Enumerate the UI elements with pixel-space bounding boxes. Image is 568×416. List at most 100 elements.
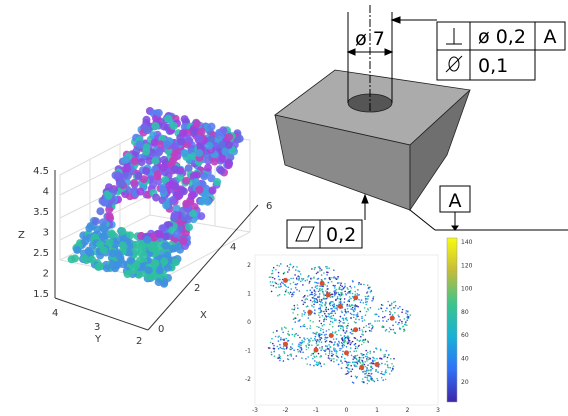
scatter-point [365,314,367,316]
scatter-point [295,284,297,286]
scatter-point [347,373,349,375]
scatter-point [306,363,308,365]
scatter-point [336,359,338,361]
scatter-point [405,324,407,326]
scatter-point [322,302,324,304]
scatter-point [284,294,286,296]
x-tick-label: 2 [194,283,200,294]
scatter-point [314,282,316,284]
cluster-center [329,333,334,338]
scatter-point [316,341,318,343]
scatter-point [311,278,313,280]
scatter-point [382,320,384,322]
scatter-point [376,348,378,350]
scatter-point [271,354,273,356]
tolerance: 0,1 [478,55,508,77]
scatter-point [281,348,283,350]
scatter-point [326,297,328,299]
scatter-point [366,311,368,313]
scatter-point [382,305,384,307]
point [182,177,190,185]
scatter-point [322,315,324,317]
scatter-point [293,349,295,351]
cluster-center [326,292,331,297]
scatter-point [293,266,295,268]
point [134,172,142,180]
scatter-point [302,325,304,327]
scatter-point [367,364,369,366]
scatter-point [333,303,335,305]
scatter-point [288,279,290,281]
z-tick-label: 4 [43,187,49,198]
scatter-point [316,343,318,345]
scatter-point [354,321,356,323]
scatter-point [369,330,371,332]
scatter-point [328,357,330,359]
scatter-point [326,307,328,309]
scatter-point [368,323,370,325]
scatter-point [383,354,385,356]
scatter-point [347,308,349,310]
scatter-point [407,314,409,316]
point [108,229,116,237]
scatter-point [316,361,318,363]
scatter-point [360,357,362,359]
scatter-point [318,312,320,314]
scatter-point [344,342,346,344]
scatter-point [331,353,333,355]
scatter-point [352,309,354,311]
y-tick-label: 2 [247,262,251,269]
scatter-point [336,278,338,280]
scatter-point [368,327,370,329]
scatter-point [368,380,370,382]
scatter-point [282,283,284,285]
scatter-point [305,345,307,347]
scatter-point [336,338,338,340]
scatter-point [299,290,301,292]
scatter-point [309,327,311,329]
scatter-point [319,356,321,358]
scatter-point [284,272,286,274]
scatter-point [309,294,311,296]
scatter-point [313,306,315,308]
scatter-point [343,319,345,321]
scatter-point [285,327,287,329]
scatter-point [342,351,344,353]
scatter-point [336,352,338,354]
scatter-point [333,338,335,340]
scatter-point [362,371,364,373]
scatter-point [328,355,330,357]
point [197,212,205,220]
scatter-point [397,324,399,326]
scatter-point [391,370,393,372]
scatter-point [314,269,316,271]
point [71,254,79,262]
scatter-point [368,373,370,375]
scatter-point [347,304,349,306]
scatter-point [307,295,309,297]
scatter-point [370,307,372,309]
scatter-point [325,334,327,336]
scatter-point [290,292,292,294]
scatter-point [347,288,349,290]
scatter-point [294,307,296,309]
scatter-point [330,277,332,279]
scatter-point [368,359,370,361]
scatter-point [389,373,391,375]
scatter-point [280,337,282,339]
scatter-point [278,272,280,274]
scatter-point [351,329,353,331]
scatter-point [319,290,321,292]
x-tick-label: -2 [283,407,289,414]
scatter-point [356,305,358,307]
scatter-point [317,296,319,298]
scatter-point [325,315,327,317]
scatter-point [364,361,366,363]
scatter-point [288,340,290,342]
scatter-point [307,343,309,345]
scatter-point [356,316,358,318]
scatter-point [344,336,346,338]
scatter-point [346,346,348,348]
point [129,266,137,274]
point [171,211,179,219]
